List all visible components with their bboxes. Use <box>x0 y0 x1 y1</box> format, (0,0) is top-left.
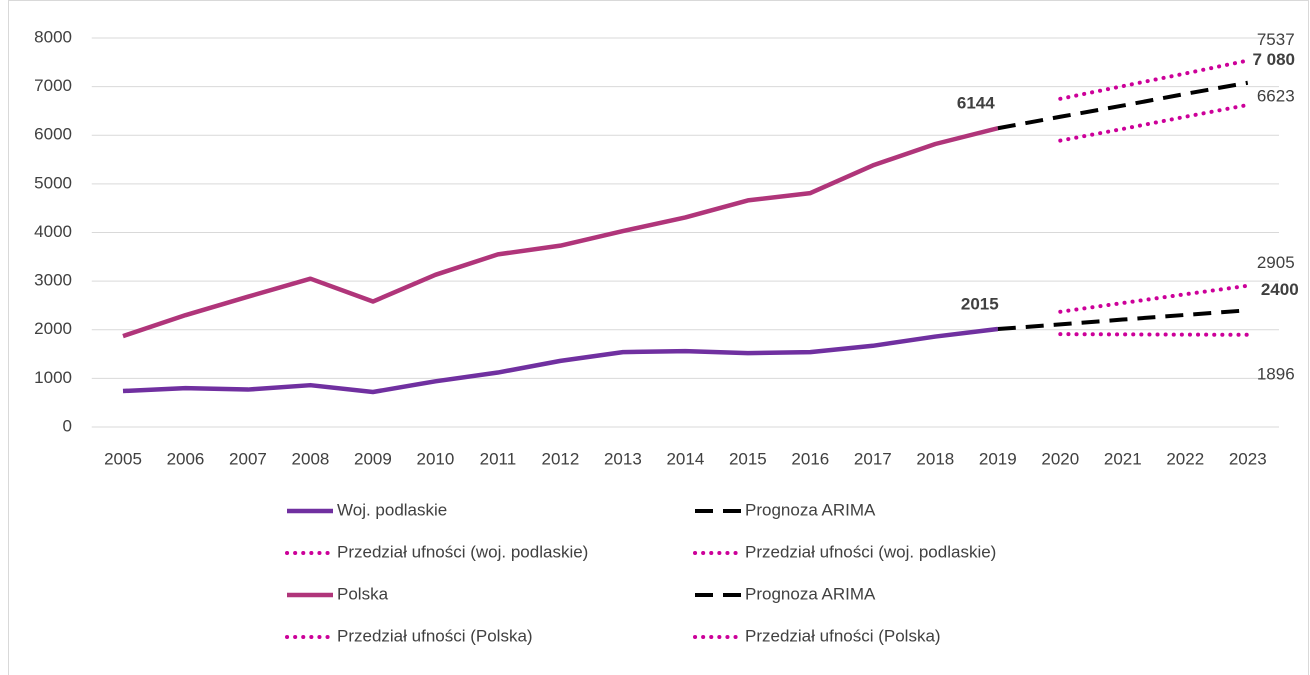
data-label: 1896 <box>1257 364 1295 383</box>
data-label: 2905 <box>1257 253 1295 272</box>
legend-label: Polska <box>337 584 389 603</box>
x-tick-label: 2010 <box>417 449 455 468</box>
y-tick-label: 0 <box>63 416 72 435</box>
y-tick-label: 4000 <box>34 222 72 241</box>
legend-label: Prognoza ARIMA <box>745 584 876 603</box>
x-tick-label: 2014 <box>666 449 704 468</box>
x-tick-label: 2013 <box>604 449 642 468</box>
x-tick-label: 2021 <box>1104 449 1142 468</box>
data-label: 6144 <box>957 94 995 113</box>
x-tick-label: 2018 <box>916 449 954 468</box>
y-tick-label: 5000 <box>34 173 72 192</box>
x-tick-label: 2005 <box>104 449 142 468</box>
x-tick-label: 2019 <box>979 449 1017 468</box>
data-label: 7 080 <box>1252 50 1295 69</box>
x-tick-label: 2008 <box>292 449 330 468</box>
x-tick-label: 2017 <box>854 449 892 468</box>
line-series <box>997 308 1248 332</box>
line-series <box>1058 332 1250 337</box>
x-tick-label: 2009 <box>354 449 392 468</box>
x-tick-label: 2011 <box>480 449 517 468</box>
legend-label: Przedział ufności (woj. podlaskie) <box>745 542 996 561</box>
data-label: 2400 <box>1261 280 1299 299</box>
x-tick-label: 2023 <box>1229 449 1267 468</box>
y-tick-label: 6000 <box>34 125 72 144</box>
legend-label: Przedział ufności (Polska) <box>745 626 941 645</box>
x-tick-label: 2012 <box>541 449 579 468</box>
legend-label: Przedział ufności (Polska) <box>337 626 533 645</box>
x-tick-label: 2006 <box>167 449 205 468</box>
x-tick-label: 2016 <box>791 449 829 468</box>
y-tick-label: 2000 <box>34 319 72 338</box>
chart-border <box>8 0 1309 675</box>
x-tick-label: 2015 <box>729 449 767 468</box>
line-series <box>1058 283 1250 314</box>
legend-label: Przedział ufności (woj. podlaskie) <box>337 542 588 561</box>
line-series <box>122 126 999 339</box>
line-series <box>1058 102 1250 143</box>
x-tick-label: 2020 <box>1041 449 1079 468</box>
y-tick-label: 3000 <box>34 271 72 290</box>
y-tick-label: 7000 <box>34 76 72 95</box>
x-tick-label: 2022 <box>1166 449 1204 468</box>
x-tick-label: 2007 <box>229 449 267 468</box>
line-series <box>997 80 1249 131</box>
y-tick-label: 1000 <box>34 368 72 387</box>
data-label: 6623 <box>1257 86 1295 105</box>
line-series <box>122 326 999 395</box>
line-series <box>1058 58 1250 101</box>
y-tick-label: 8000 <box>34 27 72 46</box>
legend-label: Woj. podlaskie <box>337 500 447 519</box>
data-label: 2015 <box>961 295 999 314</box>
legend-label: Prognoza ARIMA <box>745 500 876 519</box>
data-label: 7537 <box>1257 30 1295 49</box>
